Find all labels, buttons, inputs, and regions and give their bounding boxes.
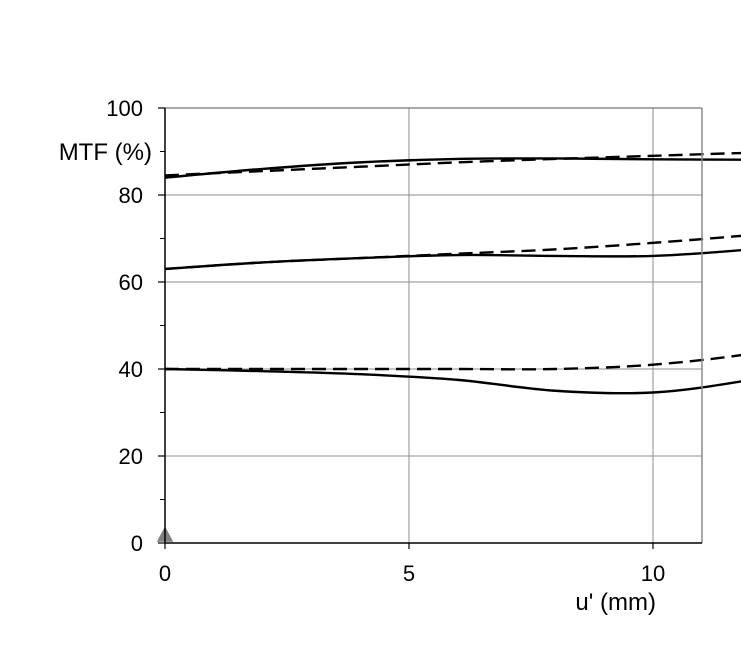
x-tick-label: 10: [641, 561, 665, 586]
y-tick-label: 100: [106, 96, 143, 121]
series-lines: [164, 151, 741, 395]
x-axis-title: u' (mm): [575, 589, 656, 616]
y-tick-label: 80: [119, 183, 143, 208]
x-tick-label: 0: [159, 561, 171, 586]
x-tick-label: 5: [403, 561, 415, 586]
y-tick-label: 0: [131, 531, 143, 556]
series-line-1-solid: [164, 157, 741, 179]
series-line-6-solid: [164, 367, 741, 395]
y-tick-label: 60: [119, 270, 143, 295]
y-axis-title: MTF (%): [59, 139, 152, 166]
y-tick-label: 20: [119, 444, 143, 469]
axis-ticks: 02040608010005101520: [106, 96, 665, 586]
plot-area: [165, 108, 702, 543]
y-tick-label: 40: [119, 357, 143, 382]
